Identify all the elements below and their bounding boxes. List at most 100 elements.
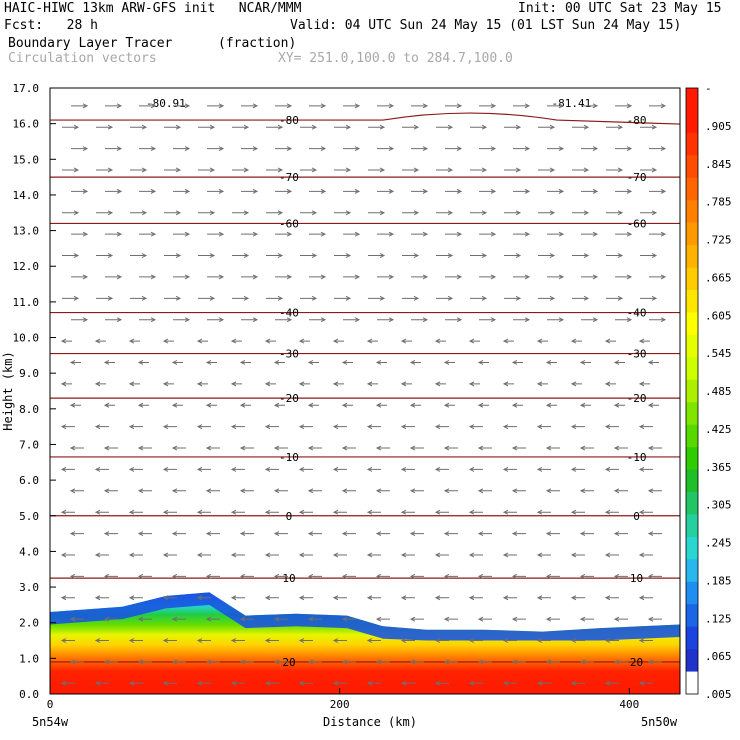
wind-vector <box>341 573 356 579</box>
wind-vector <box>103 616 118 622</box>
wind-vector <box>103 573 118 579</box>
wind-vector <box>647 488 662 494</box>
wind-vector <box>511 488 526 494</box>
wind-vector <box>307 488 322 494</box>
wind-vector <box>171 531 186 537</box>
wind-vector <box>71 188 89 194</box>
wind-vector <box>545 531 560 537</box>
x-tick-label: 200 <box>330 698 350 711</box>
wind-vector <box>62 167 80 173</box>
y-tick-label: 12.0 <box>13 260 40 273</box>
wind-vector <box>94 338 106 344</box>
wind-vector <box>130 295 148 301</box>
y-tick-label: 10.0 <box>13 332 40 345</box>
wind-vector <box>604 466 619 472</box>
wind-vector <box>615 103 633 109</box>
wind-vector <box>638 509 653 515</box>
wind-vector <box>332 595 347 601</box>
wind-vector <box>511 402 523 408</box>
wind-vector <box>581 146 599 152</box>
contour-label: -40 <box>279 307 299 320</box>
wind-vector <box>536 424 551 430</box>
wind-vector <box>230 552 245 558</box>
wind-vector <box>434 552 449 558</box>
wind-vector <box>334 253 352 258</box>
min-temp-label: -80.91 <box>146 97 186 110</box>
wind-vector <box>604 509 619 515</box>
wind-vector <box>162 381 174 387</box>
wind-vector <box>613 659 628 665</box>
wind-vector <box>300 167 318 173</box>
wind-vector <box>538 124 556 130</box>
wind-vector <box>606 124 624 130</box>
wind-vector <box>241 317 259 323</box>
wind-vector <box>502 381 514 387</box>
wind-vector <box>162 680 177 686</box>
wind-vector <box>264 466 279 472</box>
wind-vector <box>502 424 517 430</box>
wind-vector <box>536 552 551 558</box>
x-corner-label-right: 5n50w <box>641 715 678 729</box>
wind-vector <box>638 424 653 430</box>
wind-vector <box>60 509 75 515</box>
wind-vector <box>241 231 259 237</box>
wind-vector <box>205 531 220 537</box>
wind-vector <box>572 167 590 173</box>
wind-vector <box>94 552 109 558</box>
boundary-layer-top-edge <box>50 592 680 641</box>
wind-vector <box>409 616 424 622</box>
wind-vector <box>105 188 123 194</box>
wind-vector <box>164 124 182 130</box>
wind-vector <box>69 531 84 537</box>
wind-vector <box>513 188 531 194</box>
wind-vector <box>436 210 454 216</box>
wind-vector <box>649 103 667 109</box>
temperature-contour <box>50 112 680 125</box>
wind-vector <box>298 595 313 601</box>
colorbar-swatch <box>686 536 698 560</box>
wind-vector <box>536 509 551 515</box>
wind-vector <box>502 680 517 686</box>
wind-vector <box>536 338 548 344</box>
wind-vector <box>375 616 390 622</box>
wind-vector <box>162 424 177 430</box>
plot-frame <box>49 87 681 695</box>
wind-vector <box>375 402 387 408</box>
wind-vector <box>649 274 667 280</box>
wind-vector <box>164 295 182 301</box>
wind-vector <box>94 509 109 515</box>
wind-vector <box>377 146 395 152</box>
wind-vector <box>400 381 412 387</box>
wind-vector <box>139 231 157 237</box>
wind-vector <box>402 210 420 216</box>
wind-vector <box>570 509 585 515</box>
wind-vector <box>307 445 322 451</box>
wind-vector <box>71 274 89 280</box>
wind-vector <box>366 638 381 643</box>
wind-vector <box>164 210 182 216</box>
wind-vector <box>196 466 211 472</box>
wind-vector <box>341 445 356 451</box>
wind-vector <box>613 360 625 365</box>
wind-vector <box>332 381 344 387</box>
wind-vector <box>232 124 250 130</box>
valid-time: Valid: 04 UTC Sun 24 May 15 (01 LST Sun … <box>290 18 682 33</box>
wind-vector <box>60 552 75 558</box>
wind-vector <box>196 595 211 601</box>
wind-vector <box>400 638 415 643</box>
colorbar-label: .785 <box>705 196 732 209</box>
wind-vector <box>436 295 454 301</box>
colorbar-label: .425 <box>705 423 732 436</box>
wind-vector <box>579 573 594 579</box>
wind-vector <box>205 616 220 622</box>
wind-vector <box>511 659 526 665</box>
vector-field-name: Circulation vectors <box>8 51 157 66</box>
wind-vector <box>264 509 279 515</box>
wind-vector <box>69 573 84 579</box>
contour-label: -10 <box>627 451 647 464</box>
wind-vector <box>130 253 148 258</box>
wind-vector <box>241 146 259 152</box>
wind-vector <box>434 381 446 387</box>
wind-vector <box>443 659 458 665</box>
wind-vector <box>579 659 594 665</box>
